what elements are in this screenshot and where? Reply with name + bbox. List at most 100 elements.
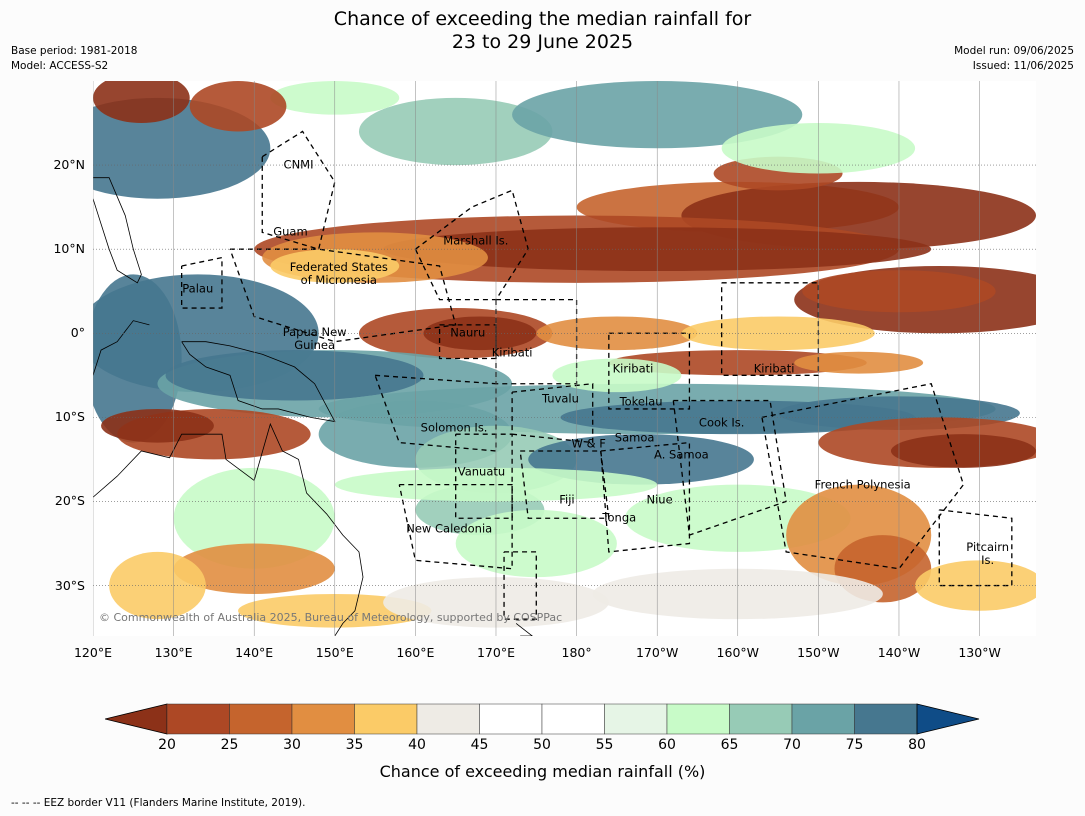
region-label: Fiji [559, 492, 575, 507]
rainfall-band [890, 434, 1036, 468]
longitude-tick-label: 160°W [716, 645, 760, 660]
region-label: New Caledonia [406, 521, 493, 536]
region-label: Papua New Guinea [282, 325, 347, 353]
colorbar-segment [541, 703, 605, 735]
region-label: Tuvalu [542, 391, 579, 406]
region-label: Kiribati [612, 361, 654, 376]
map-title: Chance of exceeding the median rainfall … [0, 8, 1085, 54]
longitude-tick-label: 170°W [635, 645, 679, 660]
colorbar-tick-label: 70 [783, 737, 801, 753]
eez-border [519, 450, 610, 519]
longitude-tick-label: 130°E [154, 645, 193, 660]
model-run-text: Model run: 09/06/2025 [954, 45, 1074, 57]
colorbar [105, 703, 980, 735]
colorbar-tick-label: 65 [720, 737, 739, 753]
longitude-tick-label: 170°E [476, 645, 515, 660]
meta-right: Model run: 09/06/2025 Issued: 11/06/2025 [954, 44, 1074, 74]
region-label: Marshall Is. [443, 233, 509, 248]
longitude-tick-label: 150°E [315, 645, 354, 660]
copyright-text: © Commonwealth of Australia 2025, Bureau… [99, 611, 563, 624]
colorbar-tick-label: 25 [220, 737, 239, 753]
colorbar-segment [229, 703, 293, 735]
rainfall-band [101, 408, 214, 443]
colorbar-segment [166, 703, 230, 735]
eez-border [600, 441, 691, 553]
eez-border [181, 256, 223, 309]
colorbar-tick-label: 45 [470, 737, 489, 753]
colorbar-tick-label: 40 [408, 737, 426, 753]
longitude-tick-label: 130°W [958, 645, 1001, 660]
colorbar-segment [479, 703, 543, 735]
longitude-tick-label: 140°W [877, 645, 921, 660]
latitude-tick-label: 0° [70, 325, 85, 341]
colorbar-tick-label: 20 [158, 737, 176, 753]
eez-border [511, 383, 594, 444]
colorbar-tick-label: 60 [658, 737, 676, 753]
region-label: Federated States of Micronesia [289, 260, 388, 288]
region-label: Solomon Is. [420, 420, 488, 435]
region-label: CNMI [283, 157, 314, 172]
region-label: Kiribati [753, 361, 795, 376]
region-label: French Polynesia [814, 477, 911, 492]
colorbar-segment [291, 703, 355, 735]
longitude-tick-label: 180° [561, 645, 592, 660]
region-label: Palau [182, 281, 214, 296]
latitude-tick-label: 10°N [53, 241, 85, 257]
eez-border [374, 374, 497, 452]
region-label: Tonga [602, 510, 637, 525]
longitude-tick-label: 160°E [396, 645, 435, 660]
coastline [93, 320, 150, 376]
region-label: Kiribati [491, 345, 533, 360]
region-label: W & F [571, 436, 606, 451]
region-label: Samoa [614, 430, 655, 445]
colorbar-segment [416, 703, 480, 735]
colorbar-tick-label: 35 [345, 737, 364, 753]
region-label: Guam [273, 224, 308, 239]
region-label: Niue [646, 492, 673, 507]
rainfall-band [165, 350, 424, 401]
region-label: A. Samoa [654, 447, 709, 462]
latitude-tick-label: 10°S [54, 409, 85, 425]
longitude-tick-label: 150°W [797, 645, 840, 660]
longitude-tick-label: 120°E [73, 645, 112, 660]
colorbar-tick-label: 30 [283, 737, 301, 753]
graticule [93, 81, 1036, 636]
latitude-tick-label: 20°N [53, 157, 85, 173]
base-period-text: Base period: 1981-2018 [11, 45, 138, 57]
coastline [181, 341, 336, 423]
issued-text: Issued: 11/06/2025 [972, 60, 1074, 72]
colorbar-extend-low [105, 703, 168, 735]
latitude-tick-label: 30°S [54, 577, 85, 593]
eez-border [261, 130, 336, 251]
coastline [93, 422, 364, 636]
coastline [93, 177, 142, 284]
title-line-2: 23 to 29 June 2025 [451, 31, 634, 53]
eez-border [455, 433, 513, 519]
rainfall-band [189, 81, 287, 132]
region-label: Vanuatu [457, 464, 506, 479]
title-line-1: Chance of exceeding the median rainfall … [333, 8, 752, 30]
rainfall-band [358, 97, 553, 166]
latitude-tick-label: 20°S [54, 493, 85, 509]
rainfall-band [552, 358, 682, 393]
colorbar-segment [729, 703, 793, 735]
colorbar-tick-label: 75 [845, 737, 864, 753]
colorbar-extend-high [916, 703, 980, 735]
region-label: Cook Is. [698, 415, 745, 430]
model-text: Model: ACCESS-S2 [11, 60, 109, 72]
rainfall-band [681, 316, 875, 351]
rainfall-band [109, 551, 206, 620]
colorbar-segment [854, 703, 918, 735]
colorbar-segment [666, 703, 730, 735]
region-label: Nauru [450, 325, 486, 340]
region-label: Pitcairn Is. [966, 540, 1010, 568]
colorbar-segment [791, 703, 855, 735]
colorbar-tick-label: 80 [908, 737, 926, 753]
meta-left: Base period: 1981-2018 Model: ACCESS-S2 [11, 44, 137, 74]
colorbar-label: Chance of exceeding median rainfall (%) [379, 762, 706, 781]
colorbar-tick-label: 55 [595, 737, 614, 753]
rainfall-band [794, 351, 924, 374]
coastlines [93, 177, 533, 636]
colorbar-tick-label: 50 [533, 737, 551, 753]
rainfall-band [93, 81, 190, 124]
